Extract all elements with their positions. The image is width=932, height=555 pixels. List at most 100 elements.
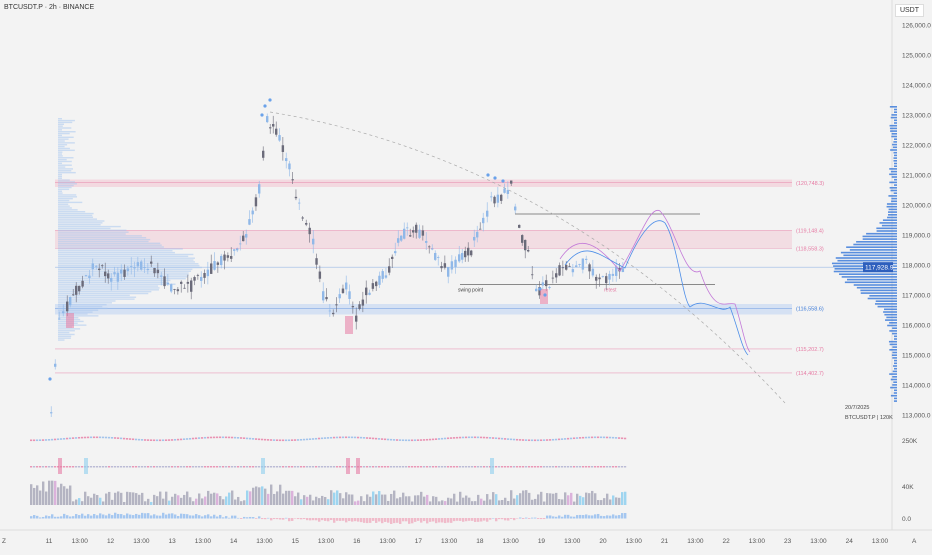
volume-bar xyxy=(588,493,590,505)
bottom-right-label: A xyxy=(912,538,917,545)
right-volume-profile-bar xyxy=(889,322,897,324)
indicator-bar xyxy=(339,466,341,468)
oscillator-bar xyxy=(282,518,284,520)
oscillator-bar xyxy=(585,514,587,518)
candle-body xyxy=(227,255,229,258)
candle-body xyxy=(595,277,597,281)
indicator-bar xyxy=(156,466,158,468)
oscillator-bar xyxy=(99,513,101,518)
volume-bar xyxy=(105,494,107,505)
oscillator-bar xyxy=(591,515,593,518)
indicator-bar xyxy=(606,437,608,439)
y-tick-label: 118,000.0 xyxy=(902,263,931,270)
candle-body xyxy=(622,268,624,272)
oscillator-bar xyxy=(285,518,287,519)
volume-bar xyxy=(513,499,515,505)
indicator-bar xyxy=(354,437,356,439)
candle-body xyxy=(464,251,466,257)
candle-body xyxy=(552,278,554,279)
volume-bar xyxy=(72,501,74,505)
oscillator-bar xyxy=(519,518,521,519)
candle-body xyxy=(558,265,560,275)
oscillator-bar xyxy=(327,518,329,521)
right-volume-profile-bar xyxy=(892,346,897,348)
oscillator-bar xyxy=(186,514,188,518)
volume-bar xyxy=(387,501,389,505)
volume-bar xyxy=(177,495,179,505)
oscillator-bar xyxy=(471,518,473,521)
volume-bar xyxy=(528,493,530,505)
candle-body xyxy=(302,217,304,218)
indicator-bar xyxy=(483,437,485,439)
oscillator-bar xyxy=(513,518,515,520)
oscillator-bar xyxy=(132,515,134,518)
y-tick-label: 125,000.0 xyxy=(902,53,931,60)
volume-bar xyxy=(147,499,149,505)
volume-bar xyxy=(204,497,206,505)
left-volume-profile-bar xyxy=(58,151,62,152)
oscillator-bar xyxy=(438,518,440,522)
oscillator-bar xyxy=(225,516,227,518)
volume-bar xyxy=(357,501,359,505)
indicator-bar xyxy=(141,439,143,441)
volume-bar xyxy=(252,488,254,505)
oscillator-bar xyxy=(123,515,125,518)
volume-bar xyxy=(228,493,230,505)
indicator-bar xyxy=(561,466,563,468)
volume-bar xyxy=(471,501,473,505)
indicator-bar xyxy=(600,437,602,439)
left-volume-profile-bar xyxy=(58,187,72,188)
volume-bar xyxy=(621,492,623,505)
right-volume-profile-bar xyxy=(893,141,897,143)
oscillator-bar xyxy=(48,516,50,518)
candle-body xyxy=(372,283,374,289)
right-volume-profile-bar xyxy=(889,209,897,211)
candle-body xyxy=(187,282,189,284)
indicator-bar xyxy=(498,466,500,468)
left-volume-profile-bar xyxy=(58,226,121,227)
indicator-bar xyxy=(396,439,398,441)
indicator-bar xyxy=(618,466,620,468)
oscillator-bar xyxy=(210,516,212,518)
volume-bar xyxy=(432,496,434,505)
candle-body xyxy=(431,248,433,249)
indicator-bar xyxy=(282,439,284,441)
currency-selector[interactable]: USDT xyxy=(895,4,924,17)
left-volume-profile-bar xyxy=(58,166,65,167)
oscillator-bar xyxy=(315,518,317,520)
candle-body xyxy=(167,283,169,285)
left-volume-profile-bar xyxy=(58,284,176,285)
oscillator-bar xyxy=(261,518,263,519)
bottom-left-label: Z xyxy=(2,538,6,545)
oscillator-bar xyxy=(612,514,614,518)
indicator-bar xyxy=(120,438,122,440)
candle-body xyxy=(173,289,175,290)
oscillator-bar xyxy=(552,516,554,518)
oscillator-bar xyxy=(171,513,173,518)
volume-bar xyxy=(150,502,152,505)
volume-bar xyxy=(594,493,596,505)
indicator-bar xyxy=(192,438,194,440)
right-volume-profile-bar xyxy=(894,155,897,157)
indicator-bar xyxy=(549,439,551,441)
oscillator-bar xyxy=(324,518,326,521)
indicator-bar xyxy=(624,438,626,440)
volume-bar xyxy=(345,492,347,505)
volume-bar xyxy=(480,499,482,505)
candle-body xyxy=(107,273,109,278)
volume-bar xyxy=(549,493,551,505)
volume-bar xyxy=(192,501,194,505)
x-tick-label: 14 xyxy=(230,538,238,545)
oscillator-bar xyxy=(543,518,545,519)
oscillator-bar xyxy=(228,518,230,519)
oscillator-bar xyxy=(594,514,596,518)
left-volume-profile-bar xyxy=(58,170,71,171)
indicator-bar xyxy=(189,438,191,440)
candle-body xyxy=(50,412,52,413)
left-volume-profile-bar xyxy=(58,328,80,329)
left-volume-profile-bar xyxy=(58,310,98,311)
indicator-bar xyxy=(501,466,503,468)
volume-bar xyxy=(552,494,554,505)
